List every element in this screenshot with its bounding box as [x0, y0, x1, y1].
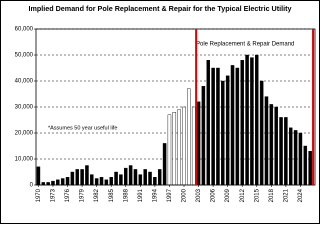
x-tick-label: 2003 [196, 188, 202, 202]
x-tick-label: 1976 [65, 188, 71, 202]
annotation: Pole Replacement & Repair Demand [196, 42, 294, 48]
bar [308, 150, 312, 186]
bar [60, 178, 65, 186]
bar [109, 176, 113, 186]
bar [284, 117, 288, 186]
annotation: *Assumes 50 year useful life [48, 125, 117, 131]
bar [206, 60, 211, 186]
bar [187, 88, 191, 186]
bar [133, 169, 138, 186]
x-tick-label: 2024 [298, 188, 304, 202]
bar [36, 166, 41, 186]
y-tick-label: 50,000 [15, 53, 34, 59]
bar [70, 171, 75, 186]
bar [250, 57, 254, 186]
x-tick-label: 2009 [225, 188, 231, 202]
bar [114, 171, 118, 186]
x-tick-label: 2021 [283, 188, 289, 202]
x-tick-label: 1997 [167, 188, 173, 202]
y-tick-label: 10,000 [15, 157, 34, 163]
bar [94, 178, 99, 186]
y-tick-label: 60,000 [15, 27, 34, 33]
bar [148, 171, 152, 186]
bar [90, 174, 94, 186]
x-tick-label: 2012 [240, 188, 246, 202]
bar [80, 169, 84, 186]
y-tick-label: 30,000 [15, 105, 34, 111]
bar [143, 169, 147, 186]
chart: Implied Demand for Pole Replacement & Re… [0, 0, 320, 224]
bar [216, 67, 220, 186]
bar [119, 174, 123, 186]
x-tick-label: 2015 [254, 188, 260, 202]
bar [128, 165, 133, 186]
bar [211, 67, 215, 186]
bar [56, 179, 60, 186]
x-tick-label: 1973 [51, 188, 57, 202]
bar [51, 180, 55, 186]
x-tick-label: 2006 [211, 188, 217, 202]
bar [65, 176, 70, 186]
bar [303, 145, 308, 186]
plot-border [35, 28, 316, 186]
bar [288, 127, 293, 186]
bar [255, 54, 259, 186]
bar [269, 104, 274, 186]
bar [298, 132, 303, 186]
bar [157, 169, 162, 186]
bar [172, 111, 177, 186]
bar [230, 65, 235, 186]
bar [162, 143, 167, 186]
bar [153, 176, 157, 186]
x-tick-label: 1985 [109, 188, 115, 202]
bar [235, 67, 240, 186]
x-tick-label: 2000 [182, 188, 188, 202]
x-tick-label: 1970 [36, 188, 42, 202]
bar [259, 80, 264, 186]
x-tick-label: 1979 [80, 188, 86, 202]
bar [191, 106, 196, 186]
bar [99, 176, 104, 186]
y-tick-label: 20,000 [15, 131, 34, 137]
x-tick-label: 1982 [94, 188, 100, 202]
bar [182, 106, 186, 186]
bar [245, 54, 249, 186]
bar [85, 165, 89, 186]
bar [75, 169, 79, 186]
bar [124, 167, 128, 186]
x-tick-label: 2018 [269, 188, 275, 202]
bar [138, 174, 143, 186]
bar [104, 179, 109, 186]
bar [201, 85, 206, 186]
bar [293, 130, 298, 186]
bar [221, 80, 225, 186]
bar [196, 101, 201, 186]
bar [274, 106, 278, 186]
y-tick-label: 40,000 [15, 79, 34, 85]
x-tick-label: 1991 [138, 188, 144, 202]
chart-title: Implied Demand for Pole Replacement & Re… [28, 4, 291, 13]
bar [240, 60, 244, 186]
bar [167, 114, 172, 186]
x-tick-label: 1994 [152, 188, 158, 202]
y-tick-label: 0 [30, 183, 34, 189]
bar [279, 117, 283, 186]
bar [177, 109, 181, 186]
bar [225, 75, 230, 186]
bar [264, 96, 269, 186]
x-tick-label: 1988 [123, 188, 129, 202]
